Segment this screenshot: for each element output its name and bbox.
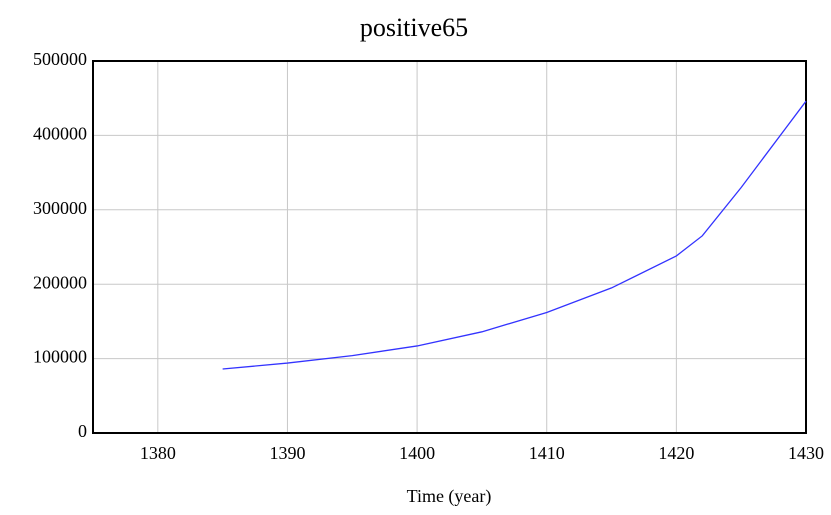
y-tick-label: 0 [78, 421, 87, 441]
chart-title: positive65 [360, 13, 468, 42]
y-tick-label: 400000 [33, 124, 87, 144]
x-tick-label: 1390 [269, 443, 305, 463]
x-tick-label: 1380 [140, 443, 176, 463]
x-axis-label: Time (year) [407, 486, 492, 507]
x-tick-label: 1400 [399, 443, 435, 463]
y-tick-label: 100000 [33, 347, 87, 367]
plot-frame [92, 60, 807, 434]
y-tick-label: 300000 [33, 198, 87, 218]
y-tick-label: 200000 [33, 272, 87, 292]
x-tick-label: 1430 [788, 443, 824, 463]
line [222, 100, 807, 370]
x-tick-label: 1410 [529, 443, 565, 463]
y-tick-label: 500000 [33, 49, 87, 69]
x-tick-label: 1420 [658, 443, 694, 463]
